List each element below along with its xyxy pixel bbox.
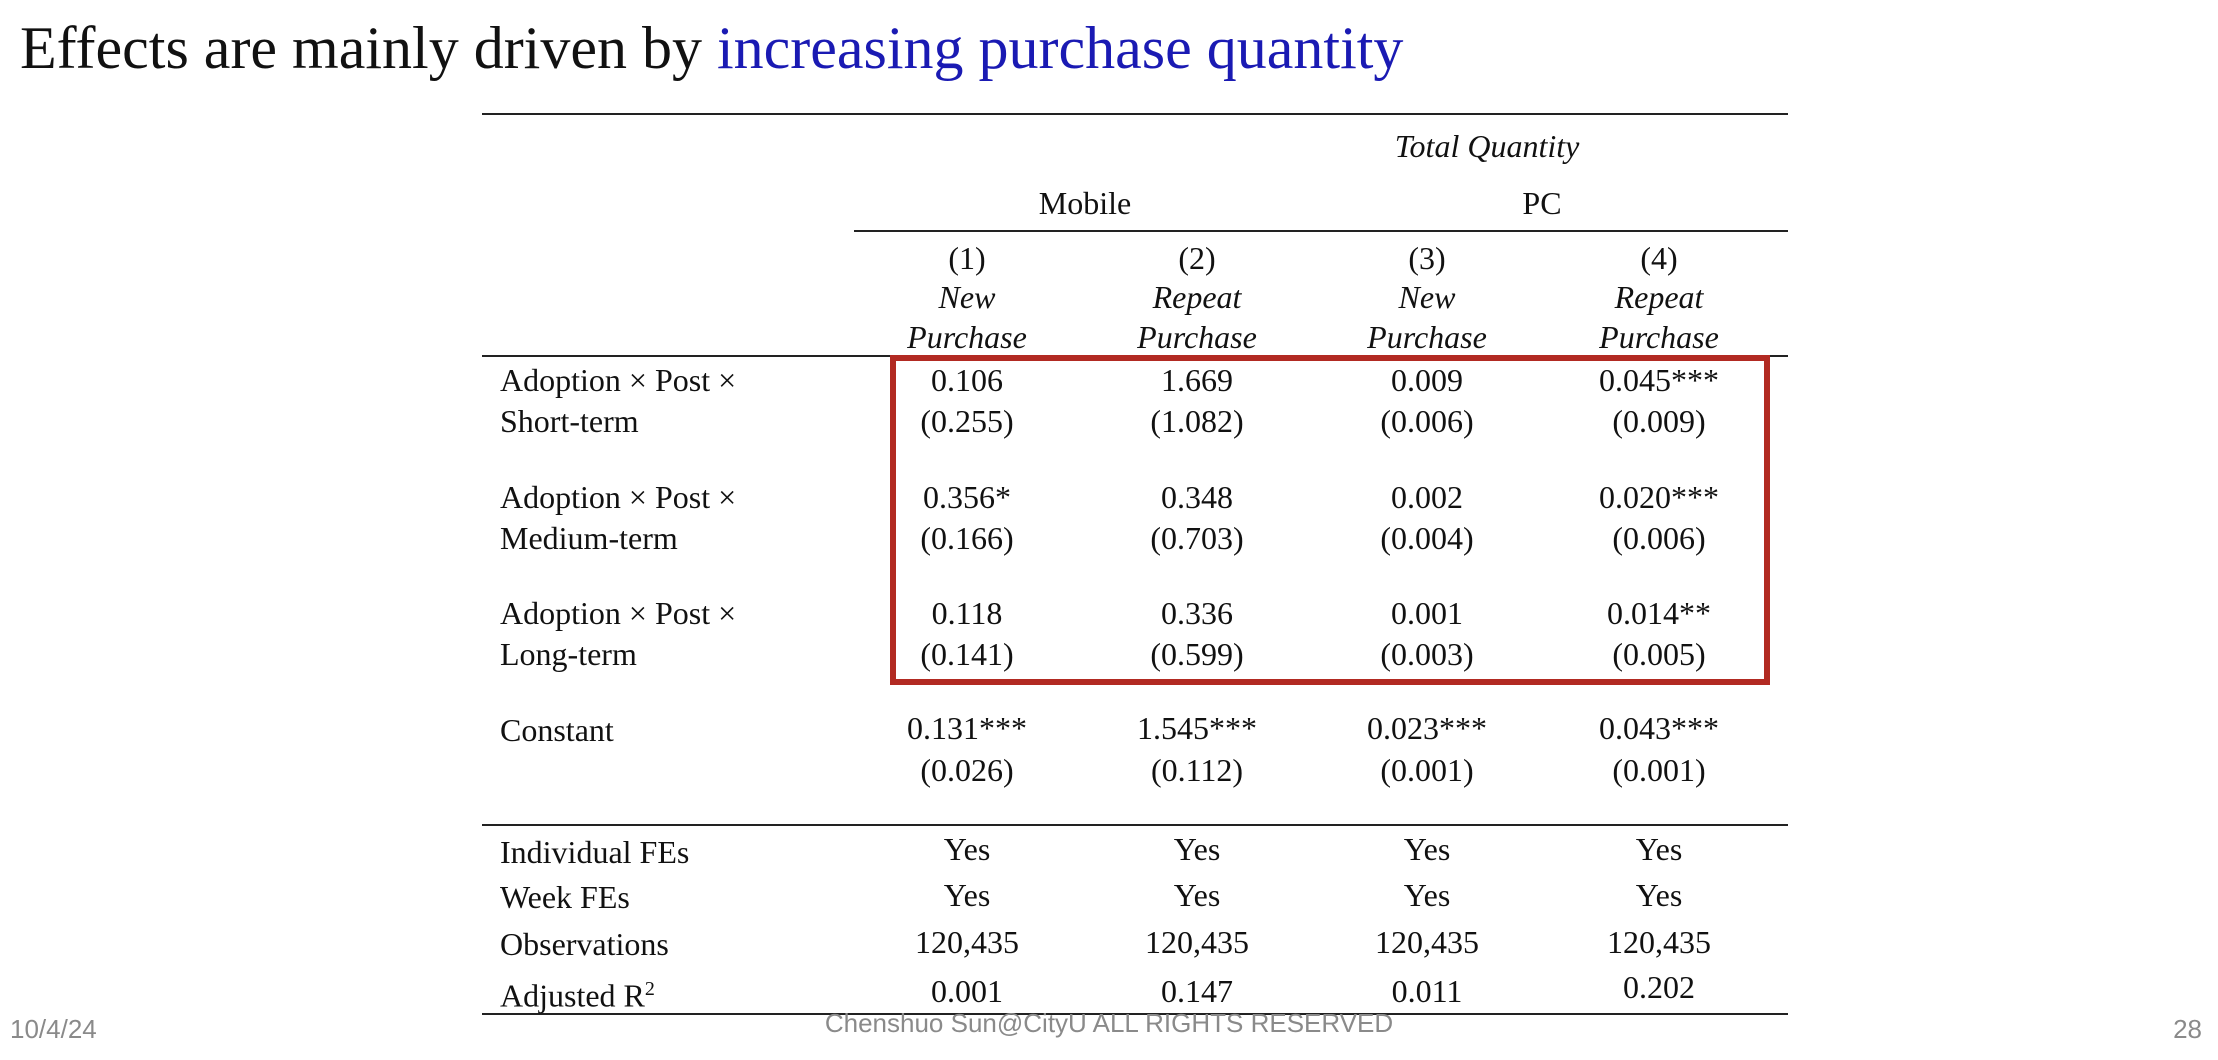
column-label-line2: Purchase: [1367, 319, 1487, 355]
table-top-rule: [482, 113, 1788, 115]
coefficient-cell: 0.106: [931, 362, 1003, 398]
std-error-cell: (0.599): [1150, 636, 1244, 672]
stat-cell: 0.202: [1623, 969, 1695, 1005]
stat-cell: Yes: [1403, 831, 1451, 867]
column-label-line1: Repeat: [1152, 279, 1242, 315]
coefficient-cell: 0.020***: [1599, 479, 1719, 515]
highlight-box: [890, 355, 1770, 685]
column-number: (4): [1640, 240, 1678, 276]
column-label-line1: New: [938, 279, 996, 315]
row-label: Medium-term: [500, 520, 678, 556]
std-error-cell: (0.255): [920, 403, 1014, 439]
footer-copyright: Chenshuo Sun@CityU ALL RIGHTS RESERVED: [824, 1008, 1394, 1038]
row-label: Adoption × Post ×: [500, 362, 737, 398]
stat-label: Week FEs: [500, 879, 630, 915]
coefficient-cell: 1.545***: [1137, 710, 1257, 746]
column-number: (3): [1408, 240, 1446, 276]
coefficient-cell: 1.669: [1161, 362, 1233, 398]
stat-cell: Yes: [1403, 877, 1451, 913]
std-error-cell: (0.026): [920, 752, 1014, 788]
std-error-cell: (0.141): [920, 636, 1014, 672]
coefficient-cell: 0.002: [1391, 479, 1463, 515]
coefficient-cell: 0.131***: [907, 710, 1027, 746]
std-error-cell: (1.082): [1150, 403, 1244, 439]
title-highlight: increasing purchase quantity: [716, 15, 1404, 81]
stat-cell: 120,435: [1375, 924, 1479, 960]
coefficient-cell: 0.023***: [1367, 710, 1487, 746]
std-error-cell: (0.005): [1612, 636, 1706, 672]
row-label: Adoption × Post ×: [500, 479, 737, 515]
table-bottom-rule: [482, 1013, 1788, 1015]
stat-cell: Yes: [943, 831, 991, 867]
group-header-rule: [854, 230, 1788, 232]
footer-date: 10/4/24: [10, 1014, 97, 1044]
column-label-line2: Purchase: [1137, 319, 1257, 355]
title-prefix: Effects are mainly driven by: [20, 15, 717, 81]
coefficient-cell: 0.043***: [1599, 710, 1719, 746]
std-error-cell: (0.001): [1612, 752, 1706, 788]
column-label-line2: Purchase: [1599, 319, 1719, 355]
row-label: Constant: [500, 712, 614, 748]
coefficient-cell: 0.118: [931, 595, 1003, 631]
stat-cell: 120,435: [1145, 924, 1249, 960]
group-header-mobile: Mobile: [1038, 185, 1132, 221]
group-header-pc: PC: [1522, 185, 1562, 221]
stat-cell: Yes: [1173, 831, 1221, 867]
std-error-cell: (0.166): [920, 520, 1014, 556]
regression-table: Total Quantity Mobile PC (1) New Purchas…: [482, 113, 1788, 1015]
stat-label-superscript: 2: [644, 978, 655, 1000]
stat-cell: Yes: [943, 877, 991, 913]
std-error-cell: (0.009): [1612, 403, 1706, 439]
std-error-cell: (0.001): [1380, 752, 1474, 788]
std-error-cell: (0.004): [1380, 520, 1474, 556]
std-error-cell: (0.006): [1380, 403, 1474, 439]
stat-cell: Yes: [1173, 877, 1221, 913]
stat-label: Observations: [500, 926, 669, 962]
row-label: Long-term: [500, 636, 637, 672]
stat-cell: Yes: [1635, 877, 1683, 913]
std-error-cell: (0.006): [1612, 520, 1706, 556]
coefficient-cell: 0.348: [1161, 479, 1233, 515]
column-label-line1: Repeat: [1614, 279, 1704, 315]
coefficient-cell: 0.356*: [923, 479, 1011, 515]
stats-top-rule: [482, 824, 1788, 826]
column-label-line2: Purchase: [907, 319, 1027, 355]
stat-cell: 0.011: [1391, 973, 1463, 1009]
stat-cell: 0.001: [931, 973, 1003, 1009]
coefficient-cell: 0.336: [1161, 595, 1233, 631]
coefficient-cell: 0.045***: [1599, 362, 1719, 398]
stat-cell: 120,435: [1607, 924, 1711, 960]
row-label: Adoption × Post ×: [500, 595, 737, 631]
row-label: Short-term: [500, 403, 639, 439]
slide-title: Effects are mainly driven by increasing …: [20, 10, 1403, 86]
stat-label: Adjusted R: [500, 977, 645, 1014]
coefficient-cell: 0.014**: [1607, 595, 1711, 631]
table-supertitle: Total Quantity: [1394, 128, 1580, 164]
stat-label: Individual FEs: [500, 834, 690, 870]
stat-cell: 120,435: [915, 924, 1019, 960]
column-label-line1: New: [1398, 279, 1456, 315]
coefficient-cell: 0.009: [1391, 362, 1463, 398]
page-number: 28: [2173, 1014, 2202, 1044]
stat-label-adjusted-r2: Adjusted R2: [500, 969, 655, 1016]
coefficient-cell: 0.001: [1391, 595, 1463, 631]
stat-cell: 0.147: [1161, 973, 1233, 1009]
column-number: (2): [1178, 240, 1216, 276]
std-error-cell: (0.112): [1150, 752, 1244, 788]
std-error-cell: (0.703): [1150, 520, 1244, 556]
std-error-cell: (0.003): [1380, 636, 1474, 672]
column-number: (1): [948, 240, 986, 276]
stat-cell: Yes: [1635, 831, 1683, 867]
